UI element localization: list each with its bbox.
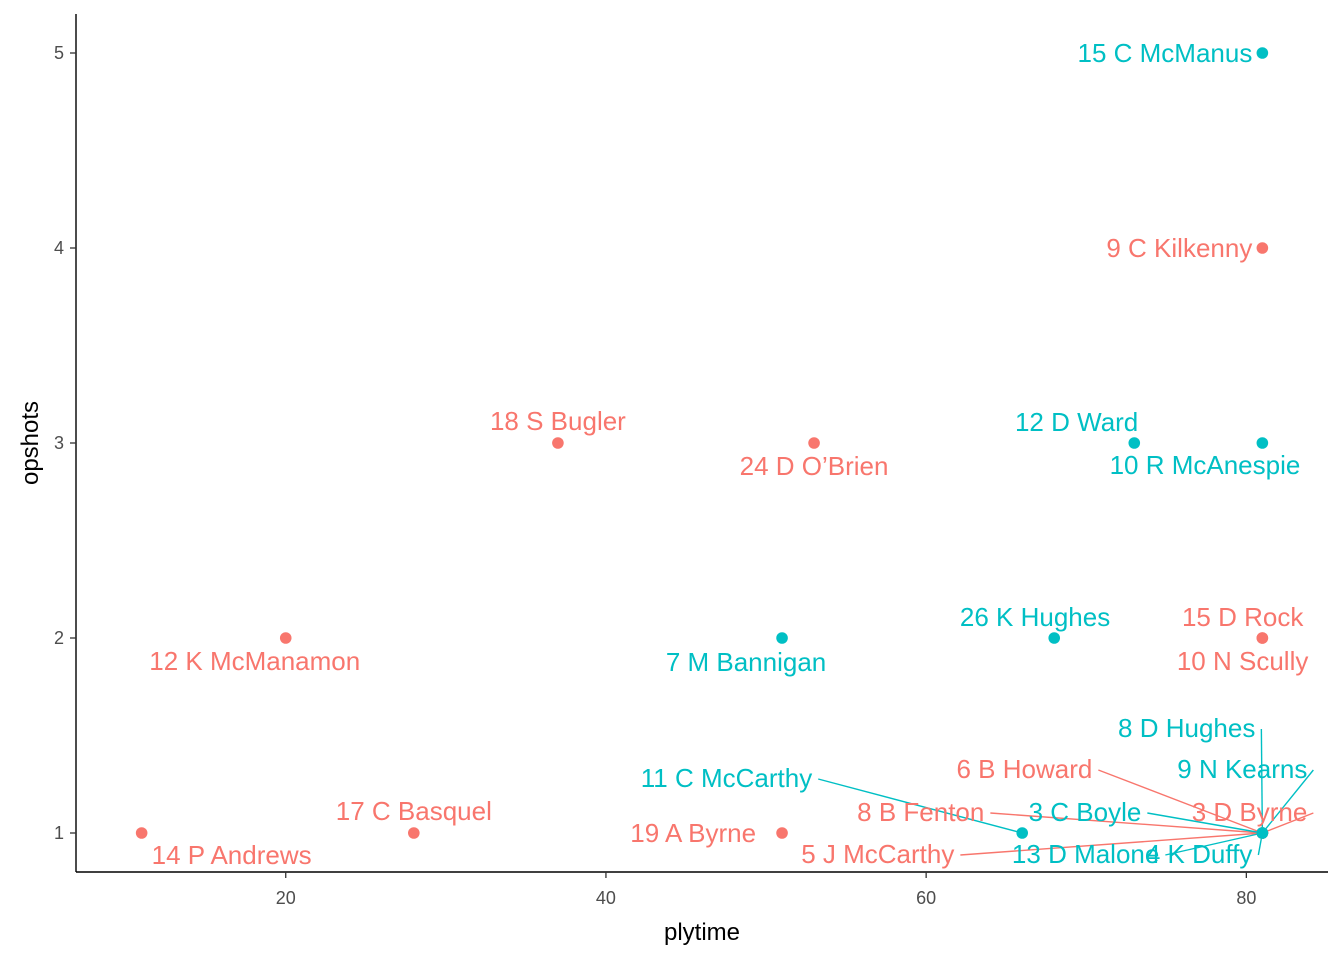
point-label: 6 B Howard — [957, 754, 1093, 784]
point-label: 12 D Ward — [1015, 407, 1138, 437]
y-tick-label: 1 — [54, 823, 64, 843]
data-point — [776, 632, 788, 644]
point-label: 14 P Andrews — [152, 840, 312, 870]
y-tick-label: 4 — [54, 238, 64, 258]
data-point — [1256, 437, 1269, 449]
data-point — [1256, 827, 1269, 839]
point-label: 24 D O’Brien — [740, 451, 889, 481]
point-label: 15 C McManus — [1078, 38, 1253, 68]
x-tick-label: 80 — [1236, 888, 1256, 908]
y-tick-label: 5 — [54, 43, 64, 63]
point-label: 3 C Boyle — [1029, 797, 1142, 827]
label-leader-lines — [818, 728, 1314, 856]
y-tick-label: 2 — [54, 628, 64, 648]
point-label: 11 C McCarthy — [641, 763, 812, 793]
data-point — [135, 827, 148, 839]
point-label: 8 B Fenton — [857, 797, 984, 827]
data-point — [1256, 47, 1269, 59]
data-point — [1256, 632, 1269, 644]
leader-line — [990, 812, 1263, 834]
data-point — [1048, 632, 1061, 644]
point-label: 7 M Bannigan — [666, 647, 826, 677]
leader-line — [1260, 728, 1264, 834]
leader-line — [818, 778, 1023, 834]
point-label: 19 A Byrne — [630, 818, 756, 848]
x-tick-label: 40 — [596, 888, 616, 908]
data-point — [1016, 827, 1029, 839]
point-label: 8 D Hughes — [1118, 713, 1255, 743]
x-axis-title: plytime — [664, 919, 740, 946]
data-point — [808, 437, 820, 449]
point-label: 3 D Byrne — [1192, 797, 1308, 827]
data-point — [408, 827, 420, 839]
point-label: 10 N Scully — [1177, 646, 1309, 676]
y-axis-title: opshots — [17, 401, 44, 485]
point-label: 4 K Duffy — [1146, 839, 1252, 869]
data-point — [552, 437, 564, 449]
leader-line — [1262, 812, 1314, 834]
data-point — [1256, 242, 1269, 254]
point-labels: 15 C McManus 9 C Kilkenny 18 S Bugler 24 D … — [149, 38, 1308, 870]
leader-line — [1261, 769, 1314, 834]
point-label: 13 D Malone — [1012, 839, 1159, 869]
x-tick-label: 20 — [276, 888, 296, 908]
leader-line — [1098, 769, 1263, 834]
y-tick-label: 3 — [54, 433, 64, 453]
data-point — [279, 632, 292, 644]
leader-line — [960, 832, 1263, 856]
leader-line — [1165, 832, 1263, 856]
point-label: 9 N Kearns — [1177, 754, 1307, 784]
data-points — [135, 47, 1269, 839]
point-label: 15 D Rock — [1182, 602, 1304, 632]
point-label: 12 K McManamon — [149, 646, 360, 676]
point-label: 18 S Bugler — [490, 406, 626, 436]
data-point — [1128, 437, 1141, 449]
y-axis-ticks: 1 2 3 4 5 — [54, 43, 76, 843]
x-tick-label: 60 — [916, 888, 936, 908]
data-point — [776, 827, 788, 839]
point-label: 10 R McAnespie — [1110, 450, 1301, 480]
leader-line — [1147, 812, 1263, 834]
point-label: 17 C Basquel — [336, 796, 492, 826]
point-label: 26 K Hughes — [960, 602, 1110, 632]
point-label: 5 J McCarthy — [801, 839, 954, 869]
point-label: 9 C Kilkenny — [1106, 233, 1252, 263]
x-axis-ticks: 20 40 60 80 — [276, 872, 1256, 908]
